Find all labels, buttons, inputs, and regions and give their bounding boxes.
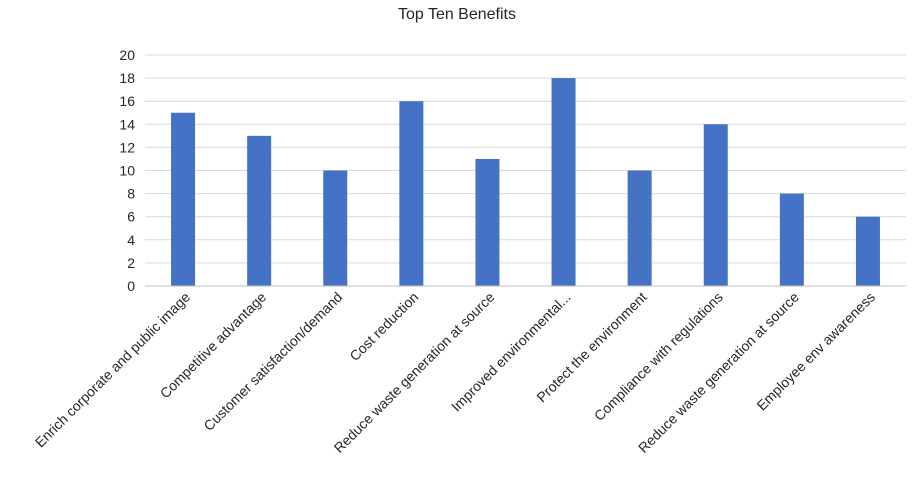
y-tick-label: 0 (127, 278, 135, 294)
bar (323, 170, 348, 286)
bars (171, 78, 880, 286)
chart-title: Top Ten Benefits (397, 6, 516, 23)
y-tick-label: 8 (127, 186, 135, 202)
x-category-label: Cost reduction (346, 289, 421, 364)
bar (703, 124, 728, 286)
y-tick-label: 4 (127, 232, 135, 248)
y-tick-label: 12 (119, 139, 135, 155)
bar (475, 158, 500, 286)
x-category-label: Reduce waste generation at source (331, 289, 498, 456)
gridlines (145, 54, 906, 264)
y-tick-label: 10 (119, 163, 135, 179)
y-tick-label: 14 (119, 116, 135, 132)
y-tick-label: 2 (127, 255, 135, 271)
bar (779, 193, 804, 286)
x-category-labels: Enrich corporate and public imageCompeti… (32, 289, 878, 456)
y-tick-label: 20 (119, 47, 135, 63)
y-tick-label: 6 (127, 209, 135, 225)
y-tick-labels: 0 2 4 6 8 10 12 14 16 18 20 (119, 47, 135, 294)
bar (247, 135, 272, 286)
y-tick-label: 18 (119, 70, 135, 86)
bar (551, 78, 576, 286)
bar (627, 170, 652, 286)
x-category-label: Customer satisfaction/demand (200, 289, 345, 434)
bar (399, 101, 424, 286)
bar (855, 216, 880, 286)
y-tick-label: 16 (119, 93, 135, 109)
x-category-label: Compliance with regulations (591, 289, 726, 424)
x-category-label: Enrich corporate and public image (32, 289, 194, 451)
x-category-label: Reduce waste generation at source (635, 289, 802, 456)
bar (171, 112, 196, 286)
